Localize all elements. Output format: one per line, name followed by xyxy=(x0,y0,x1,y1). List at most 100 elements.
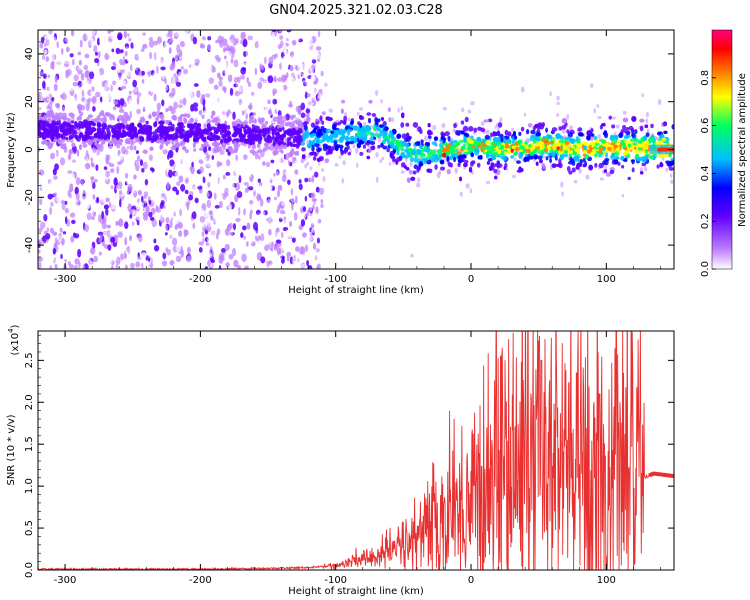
noise-point xyxy=(89,36,93,46)
ridge-point xyxy=(319,115,323,121)
noise-point xyxy=(129,156,134,163)
noise-point xyxy=(101,170,107,178)
ridge-point xyxy=(251,124,255,129)
noise-point xyxy=(121,145,126,155)
noise-point xyxy=(263,210,268,216)
ridge-point xyxy=(147,115,152,119)
noise-point xyxy=(89,47,93,53)
ridge-point xyxy=(641,162,647,167)
noise-point xyxy=(140,222,146,227)
noise-point xyxy=(160,66,166,71)
noise-point xyxy=(60,237,65,246)
noise-point xyxy=(257,195,262,201)
noise-point xyxy=(230,64,234,69)
faint-point xyxy=(646,191,651,198)
noise-point xyxy=(175,255,182,263)
ridge-point xyxy=(460,120,465,125)
noise-point xyxy=(159,214,164,222)
noise-point xyxy=(85,103,90,112)
noise-point xyxy=(96,196,100,204)
noise-point xyxy=(135,45,141,54)
noise-point xyxy=(219,115,223,120)
ridge-point xyxy=(257,117,261,124)
faint-point xyxy=(635,194,640,200)
noise-point xyxy=(39,90,43,99)
noise-point xyxy=(206,99,209,104)
noise-point xyxy=(72,81,78,87)
noise-point xyxy=(238,151,243,157)
noise-point xyxy=(90,161,94,167)
noise-point xyxy=(278,214,284,219)
noise-point xyxy=(249,234,253,239)
ridge-point xyxy=(412,122,419,128)
noise-point xyxy=(148,211,153,218)
noise-point xyxy=(245,106,249,115)
noise-point xyxy=(180,94,184,100)
noise-point xyxy=(118,73,122,80)
noise-point xyxy=(294,52,298,57)
noise-point xyxy=(278,84,285,93)
ridge-point xyxy=(139,116,143,123)
noise-point xyxy=(43,47,49,56)
noise-point xyxy=(227,151,231,156)
ridge-point xyxy=(502,155,508,162)
noise-point xyxy=(255,182,262,190)
noise-point xyxy=(42,47,48,55)
noise-point xyxy=(218,200,223,209)
noise-point xyxy=(74,58,78,65)
noise-point xyxy=(224,221,228,229)
ridge-point xyxy=(171,140,175,145)
noise-point xyxy=(224,228,230,236)
faint-point xyxy=(345,106,350,111)
noise-point xyxy=(88,197,94,206)
noise-point xyxy=(193,70,200,76)
noise-point xyxy=(248,250,254,258)
noise-point xyxy=(132,209,135,215)
noise-point xyxy=(183,68,188,75)
noise-point xyxy=(254,40,259,49)
ridge-point xyxy=(497,122,503,128)
faint-point xyxy=(482,189,487,193)
noise-point xyxy=(161,60,165,67)
noise-point xyxy=(202,176,206,184)
noise-point xyxy=(92,147,97,153)
noise-point xyxy=(184,177,189,184)
ridge-point xyxy=(504,129,509,136)
faint-point xyxy=(528,114,534,119)
noise-point xyxy=(38,104,41,110)
noise-point xyxy=(300,157,305,164)
noise-point xyxy=(306,85,310,93)
faint-point xyxy=(519,182,523,187)
noise-point xyxy=(296,189,302,196)
ridge-point xyxy=(634,129,638,135)
noise-point xyxy=(276,68,282,77)
noise-point xyxy=(180,155,186,164)
noise-point xyxy=(301,263,307,269)
noise-point xyxy=(141,70,145,76)
noise-point xyxy=(225,262,230,268)
noise-point xyxy=(287,179,291,185)
faint-point xyxy=(454,167,459,174)
noise-point xyxy=(162,149,168,155)
noise-point xyxy=(295,37,301,42)
noise-point xyxy=(220,164,226,173)
noise-point xyxy=(289,221,293,227)
noise-point xyxy=(38,106,42,111)
noise-point xyxy=(159,202,164,209)
noise-point xyxy=(220,94,223,102)
noise-point xyxy=(56,209,60,215)
noise-point xyxy=(317,263,321,269)
faint-point xyxy=(417,177,421,183)
noise-point xyxy=(166,153,170,160)
ridge-point xyxy=(254,119,257,124)
noise-point xyxy=(105,262,111,269)
noise-point xyxy=(256,229,260,238)
noise-point xyxy=(105,153,109,163)
noise-point xyxy=(201,222,205,228)
noise-point xyxy=(136,108,141,115)
ridge-point xyxy=(98,111,105,117)
noise-point xyxy=(180,65,184,70)
noise-point xyxy=(315,72,320,78)
faint-point xyxy=(308,101,312,106)
spectrogram-marks xyxy=(38,30,674,269)
